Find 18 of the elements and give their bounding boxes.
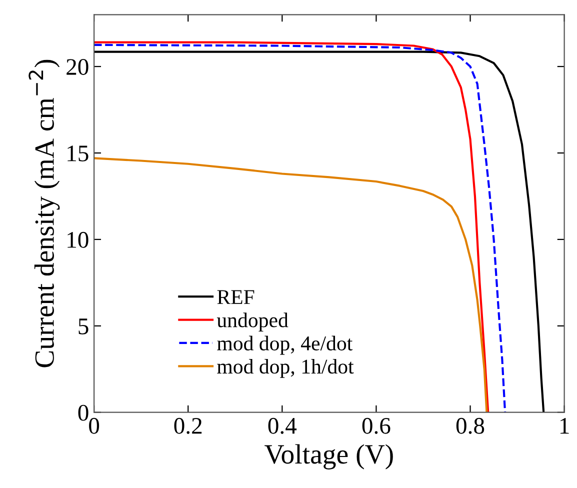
- y-axis-title: Current density (mA cm$^{−2}$): [28, 60, 60, 368]
- line-series: [94, 157, 488, 412]
- x-tick-label: 1: [560, 418, 569, 434]
- legend-label: mod dop, 4e/dot: [217, 336, 353, 355]
- x-tick-label: 0.2: [174, 418, 202, 434]
- legend-label: REF: [217, 290, 254, 304]
- x-tick-label: 0.8: [456, 418, 484, 434]
- x-axis-title: Voltage (V): [264, 444, 393, 470]
- x-tick-label: 0.4: [268, 418, 297, 434]
- y-tick-label: 5: [78, 318, 88, 334]
- x-tick-label: 0.6: [362, 418, 390, 434]
- y-tick-label: 15: [68, 146, 88, 162]
- legend-label: undoped: [216, 312, 288, 332]
- y-tick-label: 0: [78, 404, 88, 421]
- y-tick-label: 20: [66, 59, 88, 75]
- x-tick-label: 0: [89, 418, 100, 434]
- legend-label: mod dop, 1h/dot: [217, 358, 354, 378]
- y-tick-label: 10: [68, 232, 88, 248]
